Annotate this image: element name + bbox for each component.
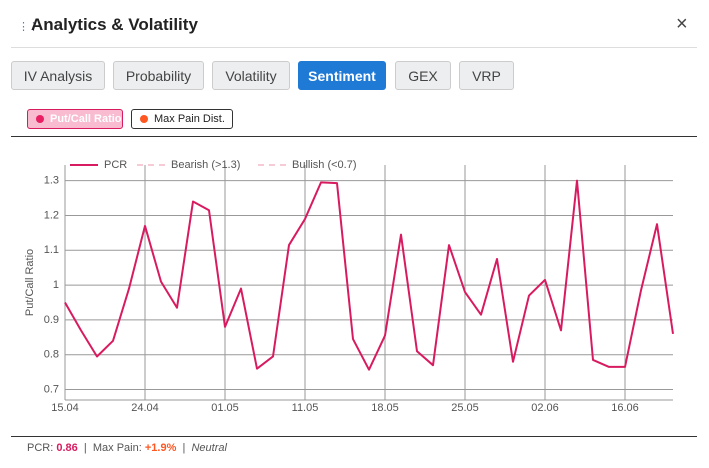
divider <box>11 47 697 48</box>
status-bar: PCR: 0.86 | Max Pain: +1.9% | Neutral <box>27 442 227 454</box>
divider <box>11 436 697 437</box>
tab[interactable]: GEX <box>395 61 451 90</box>
legend-label: Bearish (>1.3) <box>171 159 240 171</box>
y-tick-label: 1 <box>53 279 59 291</box>
legend-label: Bullish (<0.7) <box>292 159 357 171</box>
toggle-dot <box>36 115 44 123</box>
x-tick-label: 24.04 <box>131 402 159 414</box>
toggle-label: Max Pain Dist. <box>154 113 225 125</box>
y-tick-label: 0.8 <box>44 349 59 361</box>
x-tick-label: 18.05 <box>371 402 399 414</box>
separator: | <box>83 442 87 454</box>
toggle-dot <box>140 115 148 123</box>
x-tick-label: 16.06 <box>611 402 639 414</box>
tab[interactable]: Volatility <box>212 61 290 90</box>
x-tick-label: 15.04 <box>51 402 79 414</box>
value: +1.9% <box>144 442 177 454</box>
y-tick-label: 0.9 <box>44 314 59 326</box>
y-tick-label: 0.7 <box>44 383 59 395</box>
sentiment: Neutral <box>191 442 227 454</box>
legend-label: PCR <box>104 159 127 171</box>
label: Max Pain: <box>92 442 142 454</box>
series-line <box>64 179 674 371</box>
tab[interactable]: Sentiment <box>298 61 386 90</box>
panel-title: Analytics & Volatility <box>31 15 198 34</box>
separator: | <box>182 442 186 454</box>
y-tick-label: 1.3 <box>44 175 59 187</box>
x-tick-label: 25.05 <box>451 402 479 414</box>
y-tick-label: 1.1 <box>44 244 59 256</box>
tab[interactable]: Probability <box>113 61 204 90</box>
drag-handle[interactable]: ⋮⋮ <box>18 21 39 33</box>
y-tick-label: 1.2 <box>44 209 59 221</box>
chart: 0.7 0.8 0.9 1 1.1 1.2 1.3 15.04 24.04 01.05 11.05 1… <box>24 159 674 414</box>
tab[interactable]: VRP <box>459 61 514 90</box>
series-toggle[interactable]: Max Pain Dist. <box>131 109 233 129</box>
divider <box>11 136 697 137</box>
x-tick-label: 11.05 <box>292 402 319 414</box>
y-axis-title: Put/Call Ratio <box>24 249 36 316</box>
series-toggle[interactable]: Put/Call Ratio <box>27 109 123 129</box>
close-button[interactable]: × <box>676 13 688 35</box>
x-tick-label: 01.05 <box>211 402 239 414</box>
label: PCR: <box>27 442 54 454</box>
x-tick-label: 02.06 <box>531 402 559 414</box>
tab[interactable]: IV Analysis <box>11 61 105 90</box>
toggle-label: Put/Call Ratio <box>50 113 122 125</box>
value: 0.86 <box>56 442 78 454</box>
